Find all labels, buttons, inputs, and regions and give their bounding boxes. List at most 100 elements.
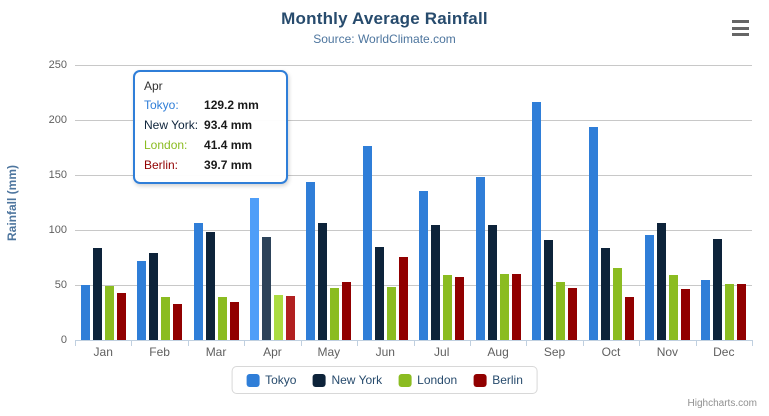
legend-label: Berlin	[492, 373, 523, 387]
x-axis-category-label: Nov	[656, 345, 679, 359]
x-axis-tick	[300, 340, 302, 346]
column-new-york-jun[interactable]	[374, 247, 384, 341]
column-tokyo-aug[interactable]	[475, 176, 485, 340]
y-axis-tick-label: 200	[48, 114, 67, 126]
column-london-dec[interactable]	[725, 283, 735, 340]
legend: Tokyo New York London Berlin	[231, 366, 538, 394]
column-london-jul[interactable]	[443, 275, 453, 340]
x-axis-tick	[357, 340, 359, 346]
tooltip-series-value: 39.7 mm	[204, 158, 253, 172]
column-london-apr[interactable]	[274, 294, 283, 340]
column-berlin-jul[interactable]	[455, 276, 465, 340]
column-new-york-mar[interactable]	[205, 231, 215, 340]
x-axis-category-label: Oct	[601, 345, 621, 359]
x-axis-line	[75, 340, 752, 341]
x-axis-tick	[75, 340, 76, 346]
x-axis-tick	[413, 340, 415, 346]
column-tokyo-sep[interactable]	[532, 102, 541, 340]
column-london-jun[interactable]	[386, 286, 396, 340]
column-london-feb[interactable]	[161, 297, 171, 340]
column-new-york-nov[interactable]	[656, 222, 666, 340]
column-london-aug[interactable]	[499, 274, 509, 340]
column-tokyo-oct[interactable]	[588, 126, 598, 340]
legend-swatch-icon	[473, 373, 487, 387]
y-axis-tick-label: 50	[54, 279, 67, 291]
column-tokyo-mar[interactable]	[193, 223, 203, 340]
column-tokyo-jun[interactable]	[362, 146, 372, 340]
column-tokyo-dec[interactable]	[701, 280, 711, 340]
gridline	[75, 175, 752, 176]
y-axis-tick-label: 100	[48, 224, 67, 236]
tooltip-row: Berlin: 39.7 mm	[144, 156, 259, 176]
column-new-york-oct[interactable]	[600, 248, 610, 340]
x-axis-tick	[752, 340, 753, 346]
column-london-jan[interactable]	[104, 286, 114, 340]
x-axis-tick	[639, 340, 641, 346]
tooltip-series-label: Berlin:	[144, 158, 179, 172]
column-london-nov[interactable]	[668, 274, 678, 340]
tooltip-header: Apr	[144, 79, 163, 93]
gridline	[75, 230, 752, 231]
x-axis-tick	[244, 340, 246, 346]
legend-swatch-icon	[312, 373, 326, 387]
column-new-york-sep[interactable]	[544, 239, 553, 340]
y-axis-tick-label: 0	[60, 334, 67, 346]
x-axis-tick	[582, 340, 584, 346]
column-new-york-jul[interactable]	[431, 224, 441, 340]
column-berlin-aug[interactable]	[511, 273, 521, 340]
tooltip-series-value: 41.4 mm	[204, 138, 253, 152]
column-new-york-feb[interactable]	[149, 253, 159, 340]
menu-bar	[732, 33, 749, 36]
legend-item-london[interactable]: London	[398, 373, 457, 387]
x-axis-category-label: Jun	[375, 345, 395, 359]
tooltip: Apr Tokyo: 129.2 mm New York: 93.4 mm London…	[133, 70, 288, 184]
column-berlin-nov[interactable]	[680, 288, 690, 340]
gridline	[75, 65, 752, 66]
column-berlin-may[interactable]	[342, 282, 352, 340]
column-new-york-apr[interactable]	[262, 237, 271, 340]
column-new-york-dec[interactable]	[713, 238, 723, 340]
legend-item-berlin[interactable]: Berlin	[473, 373, 523, 387]
column-tokyo-nov[interactable]	[644, 234, 654, 340]
column-tokyo-jul[interactable]	[419, 190, 429, 340]
legend-label: Tokyo	[265, 373, 297, 387]
x-axis-tick	[526, 340, 528, 346]
column-new-york-jan[interactable]	[92, 248, 102, 340]
column-tokyo-jan[interactable]	[80, 285, 90, 340]
x-axis-tick	[469, 340, 471, 346]
column-new-york-aug[interactable]	[487, 225, 497, 340]
legend-item-tokyo[interactable]: Tokyo	[246, 373, 296, 387]
column-berlin-jun[interactable]	[398, 256, 408, 340]
legend-item-new-york[interactable]: New York	[312, 373, 382, 387]
column-berlin-sep[interactable]	[568, 287, 577, 340]
tooltip-series-value: 93.4 mm	[204, 118, 253, 132]
tooltip-table: Tokyo: 129.2 mm New York: 93.4 mm London: 41.…	[144, 96, 259, 176]
menu-bar	[732, 26, 749, 30]
column-london-mar[interactable]	[217, 296, 227, 340]
column-berlin-jan[interactable]	[116, 293, 126, 340]
chart-title: Monthly Average Rainfall	[281, 9, 488, 28]
x-axis-tick	[695, 340, 697, 346]
x-axis-tick	[187, 340, 189, 346]
column-berlin-mar[interactable]	[229, 302, 239, 341]
credits-link[interactable]: Highcharts.com	[687, 398, 757, 409]
x-axis-category-label: Jul	[434, 345, 450, 359]
x-axis-category-label: Jan	[93, 345, 113, 359]
column-new-york-may[interactable]	[318, 223, 328, 340]
column-berlin-dec[interactable]	[737, 283, 747, 340]
tooltip-series-value: 129.2 mm	[204, 98, 259, 112]
column-berlin-apr[interactable]	[286, 296, 295, 340]
tooltip-row: Tokyo: 129.2 mm	[144, 96, 259, 116]
column-berlin-oct[interactable]	[624, 297, 634, 340]
column-london-sep[interactable]	[556, 282, 565, 340]
column-london-may[interactable]	[330, 288, 340, 340]
tooltip-row: New York: 93.4 mm	[144, 116, 259, 136]
column-berlin-feb[interactable]	[173, 303, 183, 340]
column-tokyo-feb[interactable]	[137, 261, 147, 341]
column-london-oct[interactable]	[612, 268, 622, 340]
column-tokyo-apr[interactable]	[250, 197, 259, 340]
export-menu-icon[interactable]	[732, 20, 751, 36]
column-tokyo-may[interactable]	[306, 181, 316, 340]
